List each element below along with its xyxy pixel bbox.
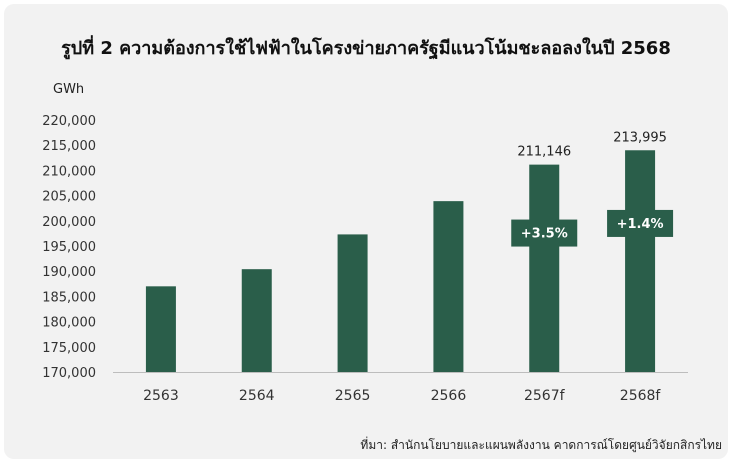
bar xyxy=(241,269,272,372)
bar xyxy=(625,150,656,372)
bar xyxy=(337,234,368,372)
y-tick-label: 195,000 xyxy=(42,240,96,255)
y-tick-label: 200,000 xyxy=(42,215,96,230)
x-tick-label: 2564 xyxy=(239,388,275,404)
x-tick-label: 2567f xyxy=(524,388,566,404)
source-note: ที่มา: สำนักนโยบายและแผนพลังงาน คาดการณ์… xyxy=(360,438,722,452)
x-tick-label: 2563 xyxy=(143,388,179,404)
y-tick-label: 210,000 xyxy=(42,164,96,179)
y-tick-label: 170,000 xyxy=(42,366,96,381)
data-label: 211,146 xyxy=(517,145,571,160)
growth-label: +3.5% xyxy=(521,227,568,242)
growth-label: +1.4% xyxy=(617,217,664,232)
growth-badge xyxy=(607,209,674,237)
y-tick-label: 180,000 xyxy=(42,316,96,331)
bar xyxy=(529,164,560,372)
x-tick-label: 2566 xyxy=(431,388,467,404)
data-label: 213,995 xyxy=(613,130,667,145)
y-axis-unit-label: GWh xyxy=(53,82,85,97)
y-tick-label: 190,000 xyxy=(42,265,96,280)
y-tick-label: 205,000 xyxy=(42,190,96,205)
x-tick-label: 2568f xyxy=(620,388,662,404)
bar xyxy=(433,201,464,372)
y-tick-label: 185,000 xyxy=(42,290,96,305)
bar xyxy=(145,286,176,372)
y-tick-label: 220,000 xyxy=(42,114,96,129)
y-tick-label: 215,000 xyxy=(42,139,96,154)
x-tick-label: 2565 xyxy=(335,388,371,404)
y-tick-label: 175,000 xyxy=(42,341,96,356)
growth-badge xyxy=(511,219,578,247)
chart-title: รูปที่ 2 ความต้องการใช้ไฟฟ้าในโครงข่ายภา… xyxy=(61,38,671,59)
